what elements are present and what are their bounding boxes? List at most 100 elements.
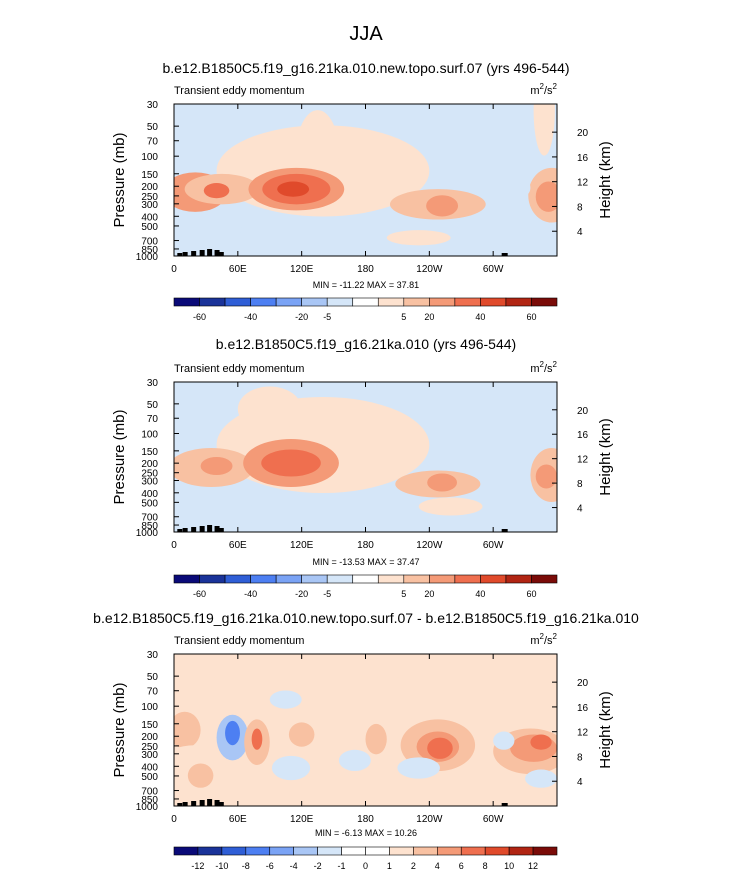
min-max-stats: MIN = -6.13 MAX = 10.26: [315, 828, 417, 838]
x-tick-label: 120W: [416, 814, 443, 825]
contour-blob: [251, 728, 263, 750]
topography-bar: [501, 803, 508, 806]
topography-bar: [182, 528, 188, 532]
panels: b.e12.B1850C5.f19_g16.21ka.010.new.topo.…: [93, 60, 639, 871]
contour-blob: [237, 386, 302, 432]
colorbar-swatch: [403, 574, 430, 584]
colorbar-swatch: [454, 574, 481, 584]
colorbar-label: 5: [401, 589, 406, 599]
y-tick-label: 30: [147, 650, 159, 661]
y-tick-label: 70: [147, 137, 159, 148]
y-tick-label: 150: [141, 720, 158, 731]
colorbar-label: -40: [244, 312, 257, 322]
y-tick-label: 500: [141, 498, 158, 509]
y-tick-label: 850: [141, 245, 158, 256]
contour-blob: [225, 720, 240, 746]
y-tick-label: 30: [147, 100, 159, 111]
panel-title: b.e12.B1850C5.f19_g16.21ka.010.new.topo.…: [93, 610, 639, 626]
x-tick-label: 180: [357, 540, 374, 551]
contour-blob: [229, 505, 268, 523]
y-tick-label: 1000: [136, 802, 159, 813]
contour-blob: [535, 181, 557, 212]
colorbar-swatch: [250, 574, 277, 584]
colorbar-swatch: [480, 574, 507, 584]
colorbar-swatch: [173, 846, 199, 856]
units-label: m2/s2: [530, 632, 557, 647]
y-axis-label-right: Height (km): [597, 141, 614, 219]
height-tick-label: 20: [577, 406, 589, 417]
colorbar-swatch: [532, 846, 558, 856]
variable-label: Transient eddy momentum: [174, 635, 304, 647]
colorbar-label: 5: [401, 312, 406, 322]
contour-blob: [174, 745, 228, 776]
colorbar-swatch: [505, 297, 532, 307]
y-tick-label: 1000: [136, 252, 159, 263]
colorbar-swatch: [301, 574, 328, 584]
colorbar-swatch: [275, 574, 302, 584]
x-tick-label: 120E: [290, 264, 314, 275]
colorbar-swatch: [389, 846, 414, 856]
y-axis-label: Pressure (mb): [111, 132, 128, 227]
height-tick-label: 12: [577, 728, 589, 739]
colorbar: -60 -40 -20 -5 5 20 40 60: [173, 297, 558, 322]
colorbar-swatch: [352, 574, 379, 584]
y-tick-label: 250: [141, 469, 158, 480]
y-tick-label: 400: [141, 212, 158, 223]
y-axis-label-right: Height (km): [597, 418, 614, 496]
contour-blob: [386, 230, 451, 246]
topography-bar: [177, 253, 183, 256]
y-tick-label: 250: [141, 192, 158, 203]
y-tick-label: 700: [141, 513, 158, 524]
topography-bar: [199, 800, 205, 806]
colorbar-label: 60: [526, 589, 536, 599]
y-axis-label-right: Height (km): [597, 691, 614, 769]
colorbar-swatch: [531, 574, 558, 584]
y-axis-label: Pressure (mb): [111, 682, 128, 777]
colorbar-label: 4: [435, 861, 440, 871]
height-tick-label: 16: [577, 430, 589, 441]
colorbar-label: 0: [363, 861, 368, 871]
contour-blob: [187, 763, 214, 788]
colorbar-label: 1: [387, 861, 392, 871]
x-tick-label: 120E: [290, 814, 314, 825]
colorbar-label: 8: [483, 861, 488, 871]
min-max-stats: MIN = -11.22 MAX = 37.81: [313, 280, 419, 290]
contour-blob: [200, 457, 233, 475]
colorbar-swatch: [365, 846, 390, 856]
contour-blob: [344, 676, 430, 723]
y-tick-label: 700: [141, 237, 158, 248]
topography-bar: [501, 253, 508, 256]
colorbar-label: -1: [338, 861, 346, 871]
colorbar-swatch: [429, 297, 456, 307]
contour-blob: [239, 225, 251, 241]
y-tick-label: 700: [141, 787, 158, 798]
colorbar-swatch: [508, 846, 534, 856]
height-tick-label: 8: [577, 202, 583, 213]
colorbar-swatch: [326, 574, 354, 584]
min-max-stats: MIN = -13.53 MAX = 37.47: [312, 557, 419, 567]
y-tick-label: 200: [141, 459, 158, 470]
figure-title: JJA: [349, 23, 383, 45]
colorbar-label: 60: [526, 312, 536, 322]
colorbar-swatch: [531, 297, 558, 307]
colorbar-label: -2: [314, 861, 322, 871]
y-tick-label: 150: [141, 170, 158, 181]
x-tick-label: 120W: [416, 540, 443, 551]
y-tick-label: 150: [141, 447, 158, 458]
height-tick-label: 4: [577, 504, 583, 515]
colorbar-swatch: [269, 846, 294, 856]
colorbar-swatch: [429, 574, 456, 584]
y-tick-label: 850: [141, 521, 158, 532]
x-tick-label: 60E: [229, 814, 247, 825]
colorbar-label: -4: [290, 861, 298, 871]
x-tick-label: 0: [171, 264, 177, 275]
y-tick-label: 300: [141, 750, 158, 761]
colorbar-swatch: [173, 297, 200, 307]
colorbar-label: 20: [424, 589, 434, 599]
colorbar-swatch: [221, 846, 247, 856]
contour-blob: [427, 737, 453, 759]
x-tick-label: 60W: [483, 264, 504, 275]
panel-title: b.e12.B1850C5.f19_g16.21ka.010.new.topo.…: [162, 60, 569, 76]
contour-blob: [261, 449, 321, 477]
colorbar-swatch: [199, 574, 226, 584]
